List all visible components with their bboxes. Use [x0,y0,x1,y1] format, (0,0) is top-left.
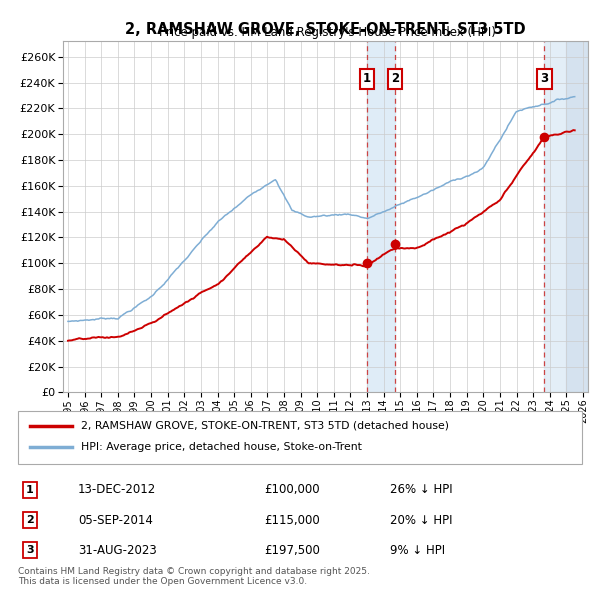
Bar [367,41,395,392]
Text: 31-AUG-2023: 31-AUG-2023 [78,544,157,557]
Text: 13-DEC-2012: 13-DEC-2012 [78,483,156,496]
Title: 2, RAMSHAW GROVE, STOKE-ON-TRENT, ST3 5TD: 2, RAMSHAW GROVE, STOKE-ON-TRENT, ST3 5T… [125,22,526,37]
Text: 3: 3 [26,545,34,555]
Text: 3: 3 [540,72,548,85]
Text: Price paid vs. HM Land Registry's House Price Index (HPI): Price paid vs. HM Land Registry's House … [158,26,496,39]
Text: HPI: Average price, detached house, Stoke-on-Trent: HPI: Average price, detached house, Stok… [81,441,362,451]
Text: £197,500: £197,500 [264,544,320,557]
Text: 1: 1 [26,485,34,495]
Text: 05-SEP-2014: 05-SEP-2014 [78,514,153,527]
Text: £115,000: £115,000 [264,514,320,527]
Text: 9% ↓ HPI: 9% ↓ HPI [390,544,445,557]
FancyBboxPatch shape [18,411,582,464]
Text: Contains HM Land Registry data © Crown copyright and database right 2025.
This d: Contains HM Land Registry data © Crown c… [18,567,370,586]
Bar [566,41,588,392]
Text: 26% ↓ HPI: 26% ↓ HPI [390,483,452,496]
Text: 1: 1 [363,72,371,85]
Text: £100,000: £100,000 [264,483,320,496]
Text: 2: 2 [391,72,399,85]
Text: 2: 2 [26,515,34,525]
Text: 2, RAMSHAW GROVE, STOKE-ON-TRENT, ST3 5TD (detached house): 2, RAMSHAW GROVE, STOKE-ON-TRENT, ST3 5T… [81,421,449,431]
Bar [544,41,588,392]
Text: 20% ↓ HPI: 20% ↓ HPI [390,514,452,527]
